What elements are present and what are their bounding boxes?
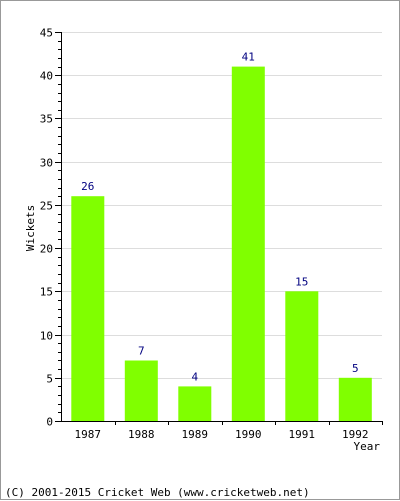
bar <box>231 66 265 421</box>
x-tick-label: 1991 <box>289 428 316 441</box>
bars <box>71 66 372 421</box>
axes <box>55 32 383 425</box>
y-tick-label: 25 <box>40 200 53 213</box>
data-label: 41 <box>242 51 255 64</box>
data-label: 4 <box>191 370 198 383</box>
x-tick-label: 1992 <box>342 428 369 441</box>
copyright-notice: (C) 2001-2015 Cricket Web (www.cricketwe… <box>5 486 310 499</box>
y-tick-labels: 0 5 10 15 20 25 30 35 40 45 <box>40 27 53 429</box>
y-tick-label: 20 <box>40 243 53 256</box>
y-tick-label: 10 <box>40 330 53 343</box>
x-tick-label: 1989 <box>182 428 209 441</box>
x-tick-labels: 1987 1988 1989 1990 1991 1992 <box>75 428 369 441</box>
y-axis-label: Wickets <box>24 205 37 251</box>
data-label: 5 <box>352 362 359 375</box>
x-axis-label: Year <box>354 440 381 453</box>
x-tick-label: 1988 <box>128 428 155 441</box>
y-tick-label: 45 <box>40 27 53 40</box>
bar <box>124 360 158 421</box>
y-tick-label: 40 <box>40 70 53 83</box>
data-labels: 26 7 4 41 15 5 <box>81 51 358 384</box>
y-tick-label: 0 <box>46 416 53 429</box>
data-label: 15 <box>295 275 308 288</box>
data-label: 7 <box>138 345 145 358</box>
data-label: 26 <box>81 180 94 193</box>
bar <box>285 291 319 421</box>
x-tick-label: 1987 <box>75 428 102 441</box>
y-tick-label: 5 <box>46 373 53 386</box>
x-tick-label: 1990 <box>235 428 262 441</box>
y-tick-label: 30 <box>40 157 53 170</box>
grid-lines <box>61 32 382 379</box>
y-tick-label: 35 <box>40 113 53 126</box>
bar <box>71 196 105 421</box>
bar <box>178 386 212 421</box>
y-tick-label: 15 <box>40 286 53 299</box>
bar <box>338 377 372 421</box>
